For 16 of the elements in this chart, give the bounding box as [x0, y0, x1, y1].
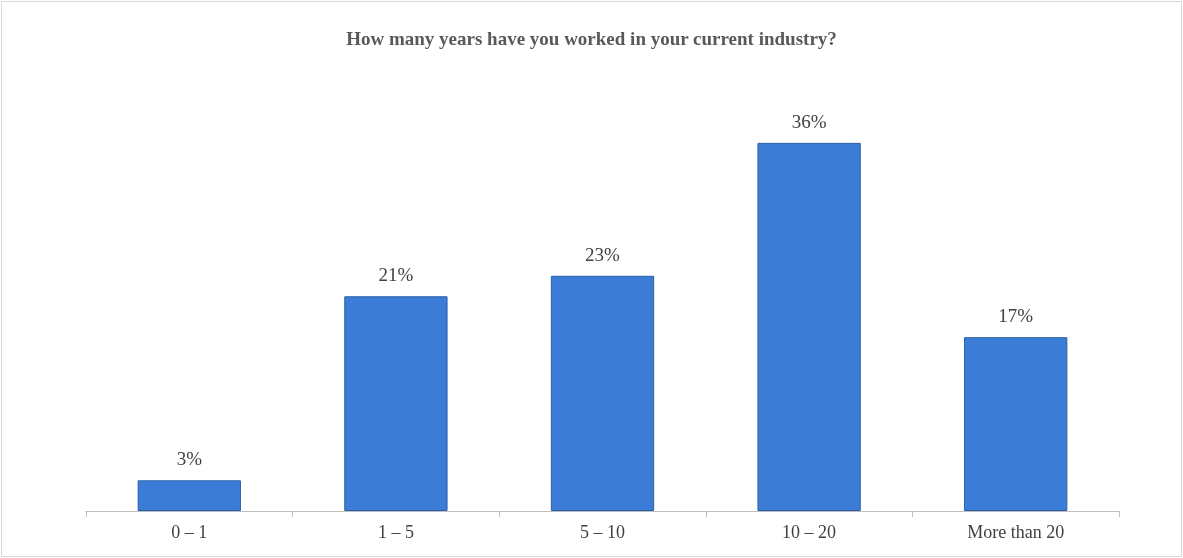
- bar: [137, 480, 241, 511]
- chart-title: How many years have you worked in your current industry?: [346, 28, 837, 49]
- data-label: 3%: [176, 448, 203, 470]
- data-label: 21%: [378, 264, 414, 286]
- bar: [757, 142, 861, 511]
- bar: [964, 337, 1068, 511]
- data-label: 23%: [585, 243, 621, 265]
- data-label: 17%: [998, 305, 1034, 327]
- bar: [550, 275, 655, 511]
- x-tick-label: 0 – 1: [171, 522, 208, 542]
- x-tick-label: 1 – 5: [377, 522, 414, 542]
- data-label: 36%: [791, 110, 827, 132]
- x-tick-label: 5 – 10: [580, 522, 625, 542]
- x-tick-label: More than 20: [967, 522, 1065, 542]
- x-tick-label: 10 – 20: [782, 522, 837, 542]
- bar: [344, 296, 448, 511]
